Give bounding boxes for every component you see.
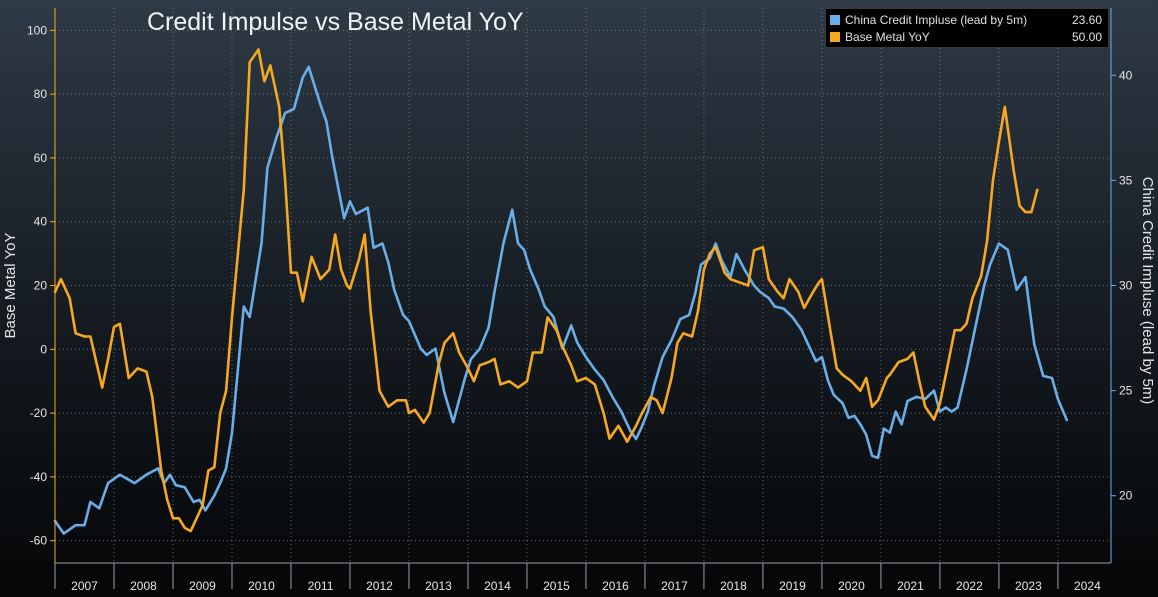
legend-value-impulse: 23.60 xyxy=(1071,13,1102,27)
legend-label-metal: Base Metal YoY xyxy=(845,30,930,44)
x-tick-label: 2007 xyxy=(71,579,98,593)
right-tick-label: 30 xyxy=(1119,279,1133,293)
left-tick-label: 100 xyxy=(27,23,47,37)
x-tick-label: 2018 xyxy=(720,579,747,593)
legend-value-metal: 50.00 xyxy=(1071,30,1102,44)
right-axis-label: China Credit Impluse (lead by 5m) xyxy=(1139,177,1156,405)
left-tick-label: 0 xyxy=(40,342,47,356)
left-tick-label: 80 xyxy=(34,87,48,101)
grid-lines xyxy=(55,8,1111,563)
right-tick-label: 35 xyxy=(1119,173,1133,187)
left-tick-label: 20 xyxy=(34,279,48,293)
x-tick-label: 2012 xyxy=(366,579,393,593)
legend-entry-impulse: China Credit Impluse (lead by 5m) 23.60 xyxy=(830,12,1102,28)
x-tick-label: 2023 xyxy=(1015,579,1042,593)
legend-swatch-metal xyxy=(830,32,840,42)
x-tick-label: 2009 xyxy=(189,579,216,593)
legend-entry-metal: Base Metal YoY 50.00 xyxy=(830,29,1102,45)
legend-swatch-impulse xyxy=(830,15,840,25)
left-tick-label: -40 xyxy=(30,470,48,484)
x-tick-label: 2014 xyxy=(484,579,511,593)
right-tick-label: 40 xyxy=(1119,68,1133,82)
left-tick-label: 40 xyxy=(34,215,48,229)
axes: -60 -40 -20 0 20 40 60 80 100 Base Metal YoY 20 25 3… xyxy=(2,8,1156,593)
x-tick-label: 2015 xyxy=(543,579,570,593)
x-tick-label: 2008 xyxy=(130,579,157,593)
x-tick-label: 2019 xyxy=(779,579,806,593)
left-tick-label: -20 xyxy=(30,406,48,420)
x-tick-label: 2011 xyxy=(308,579,334,593)
left-axis-label: Base Metal YoY xyxy=(2,233,19,339)
x-tick-label: 2010 xyxy=(248,579,275,593)
right-tick-label: 25 xyxy=(1119,384,1133,398)
left-tick-label: 60 xyxy=(34,151,48,165)
right-tick-label: 20 xyxy=(1119,489,1133,503)
chart-title: Credit Impulse vs Base Metal YoY xyxy=(147,8,524,36)
metal-series-line xyxy=(53,48,1039,533)
x-tick-label: 2017 xyxy=(661,579,688,593)
x-tick-label: 2021 xyxy=(897,579,924,593)
x-tick-label: 2022 xyxy=(956,579,983,593)
series-lines xyxy=(53,48,1069,535)
legend-label-impulse: China Credit Impluse (lead by 5m) xyxy=(845,13,1028,27)
x-tick-label: 2024 xyxy=(1074,579,1101,593)
impulse-series-line xyxy=(53,65,1069,535)
x-tick-label: 2016 xyxy=(602,579,629,593)
chart-legend: China Credit Impluse (lead by 5m) 23.60 … xyxy=(825,8,1109,48)
x-tick-label: 2013 xyxy=(425,579,452,593)
left-tick-label: -60 xyxy=(30,534,48,548)
x-tick-label: 2020 xyxy=(838,579,865,593)
